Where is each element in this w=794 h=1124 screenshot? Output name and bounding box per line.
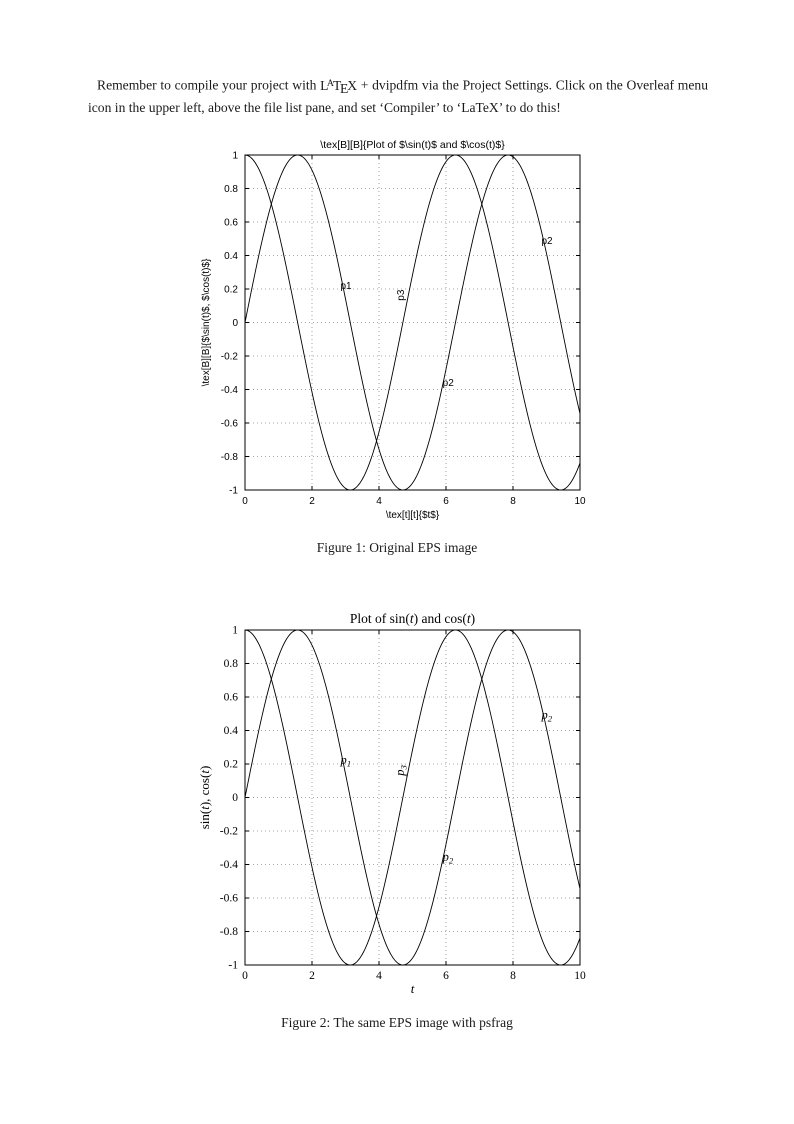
chart-title: \tex[B][B]{Plot of $\sin(t)$ and $\cos(t…: [320, 139, 505, 151]
x-tick-label: 10: [574, 496, 586, 507]
y-tick-label: -0.2: [220, 826, 238, 838]
chart-title: Plot of sin(t) and cos(t): [350, 611, 475, 626]
x-tick-label: 6: [443, 970, 449, 982]
y-tick-label: -0.2: [221, 352, 239, 363]
figure-2: 0 2 4 6 8 10 -1 -0.8 -0.6 -0.4 -0.2 0 0.2 0.4 0.6 0.8 1 P…: [195, 610, 595, 1000]
curve-cost: [244, 154, 581, 491]
x-tick-label: 4: [376, 496, 382, 507]
figure1-plot: 0 2 4 6 8 10 -1 -0.8 -0.6 -0.4 -0.2 0 0.2 0.4 0.6 0.8 1 \…: [195, 135, 595, 525]
plot-label: p3: [393, 764, 409, 776]
figure-1: 0 2 4 6 8 10 -1 -0.8 -0.6 -0.4 -0.2 0 0.2 0.4 0.6 0.8 1 \…: [195, 135, 595, 525]
latex-logo: LATEX: [320, 77, 358, 96]
y-tick-label: 0.6: [224, 218, 238, 229]
y-tick-label: -0.8: [221, 452, 239, 463]
y-axis-label: \tex[B][B]{$\sin(t)$, $\cos(t)$}: [201, 258, 212, 386]
y-tick-label: 0.2: [224, 759, 239, 771]
x-tick-label: 0: [242, 970, 248, 982]
y-tick-label: 0.4: [224, 725, 239, 737]
y-tick-label: 0.8: [224, 184, 238, 195]
curve-cost: [244, 629, 581, 966]
intro-text-after: + dvipdfm via the Project Settings. Clic…: [88, 77, 709, 115]
y-tick-label: 0.4: [224, 251, 238, 262]
y-tick-label: -0.6: [221, 419, 239, 430]
y-tick-label: -0.8: [220, 926, 238, 938]
y-tick-label: -1: [228, 960, 238, 972]
plot-label: p1: [339, 753, 351, 769]
x-tick-label: 2: [309, 970, 315, 982]
y-tick-label: -0.4: [220, 859, 238, 871]
plot-label: p1: [340, 281, 352, 292]
y-tick-label: -0.4: [221, 385, 239, 396]
plot-label: p2: [443, 378, 455, 389]
plot-label: p2: [540, 708, 552, 724]
y-tick-label: 0.8: [224, 658, 239, 670]
figure1-caption: Figure 1: Original EPS image: [316, 540, 478, 555]
y-tick-label: 1: [232, 625, 238, 637]
plot-label: p2: [442, 850, 454, 866]
intro-paragraph: Remember to compile your project with LA…: [88, 74, 708, 117]
x-tick-label: 10: [574, 970, 586, 982]
y-tick-label: 0.6: [224, 692, 239, 704]
y-tick-label: 0: [232, 792, 238, 804]
x-tick-label: 8: [510, 970, 516, 982]
x-axis-label: \tex[t][t]{$t$}: [386, 510, 440, 521]
plot-label: p3: [396, 289, 407, 301]
figure2-caption: Figure 2: The same EPS image with psfrag: [281, 1015, 513, 1030]
x-tick-label: 4: [376, 970, 382, 982]
x-tick-label: 2: [309, 496, 315, 507]
figure2-plot: 0 2 4 6 8 10 -1 -0.8 -0.6 -0.4 -0.2 0 0.2 0.4 0.6 0.8 1 P…: [195, 610, 595, 1000]
x-axis-label: t: [411, 981, 415, 996]
y-tick-label: -1: [229, 486, 238, 497]
y-tick-label: 0.2: [224, 285, 238, 296]
y-tick-label: -0.6: [220, 893, 238, 905]
plot-label: p2: [541, 236, 553, 247]
y-tick-label: 1: [232, 151, 238, 162]
curve-sint: [244, 629, 581, 966]
x-tick-label: 8: [510, 496, 516, 507]
y-axis-label: sin(t), cos(t): [197, 766, 212, 830]
intro-text-before: Remember to compile your project with: [97, 77, 321, 93]
curve-sint: [244, 154, 581, 491]
x-tick-label: 6: [443, 496, 449, 507]
y-tick-label: 0: [232, 318, 238, 329]
x-tick-label: 0: [242, 496, 248, 507]
